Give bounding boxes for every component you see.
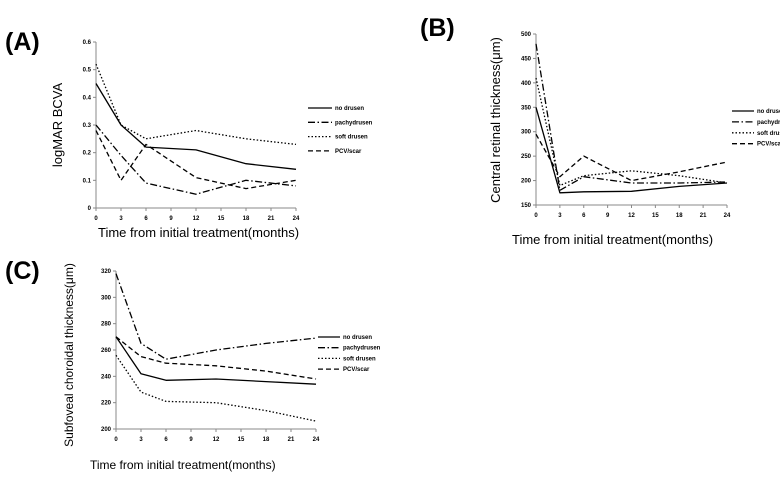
y-tick-label: 450	[521, 56, 532, 62]
legend-entry: no drusen	[335, 106, 364, 112]
x-tick-label: 0	[114, 437, 118, 443]
legend-entry: PCV/scar	[343, 367, 370, 373]
y-tick-label: 320	[101, 269, 112, 275]
x-tick-label: 15	[238, 437, 245, 443]
x-tick-label: 21	[288, 437, 295, 443]
x-tick-label: 15	[652, 213, 659, 219]
x-tick-label: 21	[700, 213, 707, 219]
series-line-no-drusen	[535, 107, 728, 194]
y-tick-label: 0.2	[83, 151, 92, 157]
legend-entry: pachydrusen	[343, 346, 381, 352]
x-tick-label: 18	[263, 437, 270, 443]
y-tick-label: 0.6	[83, 40, 92, 46]
y-tick-label: 240	[101, 374, 112, 380]
y-axis-label: logMAR BCVA	[50, 83, 65, 168]
x-tick-label: 3	[558, 213, 562, 219]
x-tick-label: 6	[164, 437, 168, 443]
y-tick-label: 250	[521, 154, 532, 160]
x-tick-label: 9	[606, 213, 610, 219]
x-tick-label: 21	[268, 216, 275, 222]
series-line-soft-drusen	[535, 77, 728, 187]
y-tick-label: 200	[521, 179, 532, 185]
x-tick-label: 9	[189, 437, 193, 443]
y-axis-label: Subfoveal choroidal thickness(μm)	[62, 263, 76, 447]
series-line-no-drusen	[95, 83, 297, 170]
legend-entry: PCV/scar	[757, 142, 780, 148]
series-line-pcv-scar	[115, 336, 317, 380]
x-tick-label: 3	[119, 216, 123, 222]
panel-label: (C)	[5, 257, 40, 285]
y-tick-label: 0.3	[83, 123, 92, 129]
series-line-pcv-scar	[535, 133, 728, 182]
x-tick-label: 9	[169, 216, 173, 222]
x-tick-label: 12	[628, 213, 635, 219]
y-tick-label: 350	[521, 105, 532, 111]
y-tick-label: 280	[101, 322, 112, 328]
x-tick-label: 0	[534, 213, 538, 219]
y-tick-label: 500	[521, 32, 532, 38]
y-tick-label: 150	[521, 203, 532, 209]
x-tick-label: 18	[243, 216, 250, 222]
series-line-pcv-scar	[95, 130, 297, 190]
legend-entry: soft drusen	[335, 135, 368, 141]
chart-panel-3: (C) 0 3 6 9 12 15 18 21 24 200 220 240 260 280 300 320 Ti…	[5, 257, 381, 472]
legend-entry: pachydrusen	[757, 120, 780, 126]
series-line-pachydrusen	[95, 124, 297, 195]
y-tick-label: 0.1	[83, 178, 92, 184]
x-tick-label: 24	[313, 437, 320, 443]
y-tick-label: 0.4	[83, 95, 92, 101]
x-tick-label: 24	[293, 216, 300, 222]
y-axis-label: Central retinal thickness(μm)	[488, 37, 503, 203]
legend: no drusen pachydrusen soft drusen PCV/scar	[308, 106, 373, 155]
x-tick-label: 24	[724, 213, 731, 219]
x-axis-label: Time from initial treatment(months)	[98, 225, 299, 240]
x-tick-label: 18	[676, 213, 683, 219]
legend-entry: no drusen	[757, 109, 780, 115]
y-tick-label: 0.5	[83, 68, 92, 74]
x-tick-label: 12	[213, 437, 220, 443]
legend-entry: soft drusen	[343, 356, 376, 362]
legend: no drusen pachydrusen soft drusen PCV/scar	[318, 335, 381, 373]
legend-entry: PCV/scar	[335, 149, 362, 155]
legend: no drusen pachydrusen soft drusen PCV/scar	[732, 109, 780, 148]
y-tick-label: 400	[521, 81, 532, 87]
x-tick-label: 3	[139, 437, 143, 443]
y-tick-label: 300	[101, 295, 112, 301]
y-tick-label: 0	[88, 206, 92, 212]
x-tick-label: 15	[218, 216, 225, 222]
chart-panel-1: (A) 0 3 6 9 12 15 18 21 24 0 0.1 0.2 0.3 0.4 0.5 0.6 Time…	[5, 28, 373, 240]
panel-label: (A)	[5, 28, 40, 56]
chart-panel-2: (B) 0 3 6 9 12 15 18 21 24 150 200 250 300 350 400 450 50…	[420, 14, 780, 247]
y-tick-label: 260	[101, 348, 112, 354]
y-tick-label: 300	[521, 130, 532, 136]
x-tick-label: 6	[144, 216, 148, 222]
y-tick-label: 200	[101, 427, 112, 433]
panel-label: (B)	[420, 14, 455, 42]
series-line-pachydrusen	[115, 273, 317, 360]
legend-entry: no drusen	[343, 335, 372, 341]
x-tick-label: 6	[582, 213, 586, 219]
legend-entry: soft drusen	[757, 131, 780, 137]
series-line-no-drusen	[115, 336, 317, 385]
x-axis-label: Time from initial treatment(months)	[90, 458, 276, 472]
series-line-soft-drusen	[95, 63, 297, 146]
x-tick-label: 12	[193, 216, 200, 222]
x-tick-label: 0	[94, 216, 98, 222]
legend-entry: pachydrusen	[335, 120, 373, 126]
x-axis-label: Time from initial treatment(months)	[512, 232, 713, 247]
series-line-pachydrusen	[535, 43, 728, 191]
y-tick-label: 220	[101, 401, 112, 407]
